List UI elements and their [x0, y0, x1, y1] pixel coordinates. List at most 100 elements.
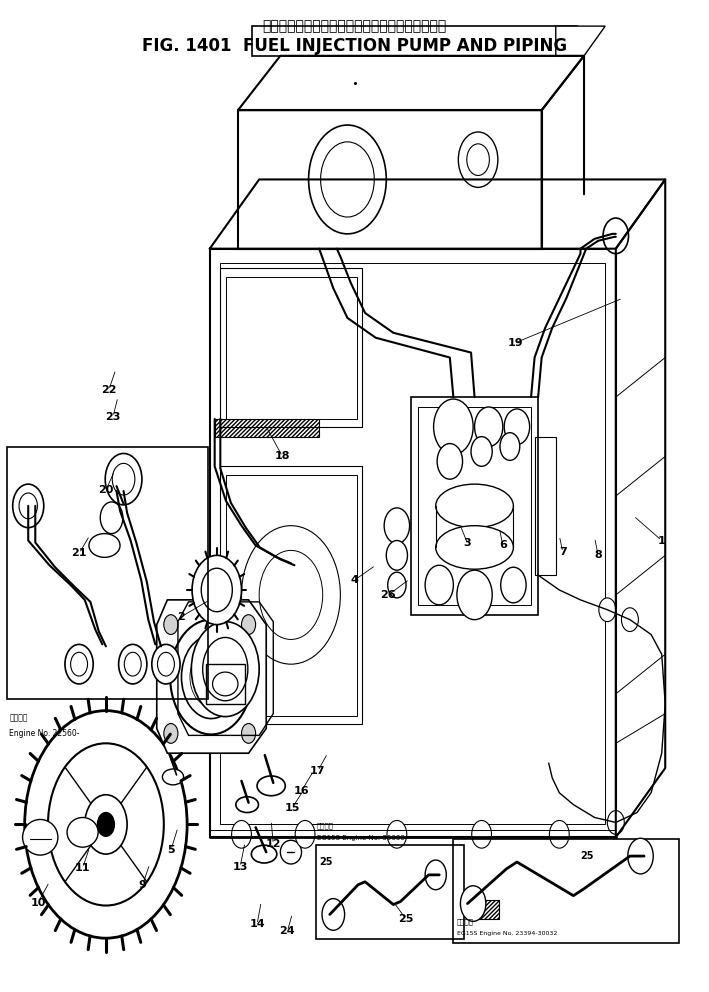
Bar [453, 839, 679, 943]
Circle shape [627, 838, 653, 874]
Circle shape [65, 645, 93, 683]
Circle shape [622, 608, 638, 632]
Circle shape [170, 620, 252, 734]
Circle shape [471, 820, 491, 848]
Circle shape [320, 142, 374, 217]
Circle shape [242, 723, 256, 743]
Bar [220, 269, 362, 427]
Bar [467, 900, 499, 920]
Text: 12: 12 [266, 839, 281, 849]
Circle shape [500, 433, 520, 460]
Text: 13: 13 [233, 862, 247, 872]
Circle shape [97, 812, 114, 836]
Circle shape [504, 409, 530, 444]
Circle shape [242, 615, 256, 635]
Text: Engine No. 22560-: Engine No. 22560- [9, 729, 79, 738]
Text: 4: 4 [350, 575, 359, 585]
Circle shape [232, 820, 252, 848]
Circle shape [201, 568, 233, 612]
Text: 適用号機: 適用号機 [9, 713, 28, 722]
Text: 18: 18 [274, 451, 290, 461]
Bar [316, 845, 464, 939]
Circle shape [295, 820, 315, 848]
Circle shape [19, 493, 38, 519]
Text: 20: 20 [99, 485, 113, 495]
Circle shape [118, 645, 147, 683]
Circle shape [190, 648, 233, 706]
Circle shape [204, 668, 218, 686]
Bar [226, 278, 357, 419]
Circle shape [192, 556, 242, 625]
Bar [215, 419, 319, 436]
Circle shape [458, 132, 498, 187]
Text: 17: 17 [310, 766, 325, 776]
Circle shape [191, 622, 259, 716]
Circle shape [182, 636, 241, 718]
Circle shape [387, 820, 407, 848]
Circle shape [388, 572, 406, 598]
Bar [210, 249, 616, 837]
Text: 適用号機: 適用号機 [317, 822, 334, 829]
Circle shape [386, 541, 408, 570]
Ellipse shape [213, 673, 238, 695]
Circle shape [384, 508, 410, 544]
Text: 3: 3 [464, 539, 471, 549]
Bar [411, 397, 538, 615]
Circle shape [152, 645, 180, 683]
Text: 1: 1 [658, 536, 666, 546]
Circle shape [84, 795, 127, 854]
Text: 適用号機: 適用号機 [457, 919, 474, 925]
Text: 6: 6 [499, 541, 507, 551]
Circle shape [457, 570, 492, 620]
Ellipse shape [183, 638, 240, 716]
Circle shape [71, 653, 87, 676]
Circle shape [501, 567, 526, 603]
Circle shape [460, 886, 486, 922]
Circle shape [471, 436, 492, 466]
Text: 16: 16 [294, 786, 309, 796]
Text: 15: 15 [285, 803, 300, 812]
Text: 24: 24 [279, 927, 295, 936]
Circle shape [124, 653, 141, 676]
Ellipse shape [436, 484, 513, 528]
Text: EG15S Engine No. 30033-: EG15S Engine No. 30033- [317, 835, 408, 841]
Circle shape [112, 463, 135, 495]
Text: 11: 11 [75, 863, 90, 873]
Text: 25: 25 [398, 915, 414, 925]
Bar [206, 665, 245, 703]
Text: 22: 22 [101, 385, 116, 395]
Bar [238, 110, 542, 249]
Text: フェルインジェクションポンプおよびパイピング: フェルインジェクションポンプおよびパイピング [262, 19, 447, 33]
Text: 10: 10 [30, 898, 46, 908]
Circle shape [25, 710, 187, 938]
Polygon shape [157, 600, 266, 753]
Text: 25: 25 [581, 851, 594, 861]
Bar [252, 26, 577, 56]
Circle shape [197, 658, 225, 696]
Text: 9: 9 [139, 880, 147, 890]
Bar [418, 407, 531, 605]
Circle shape [203, 638, 248, 700]
Bar [535, 436, 556, 575]
Ellipse shape [89, 534, 120, 558]
Text: FIG. 1401  FUEL INJECTION PUMP AND PIPING: FIG. 1401 FUEL INJECTION PUMP AND PIPING [142, 37, 567, 55]
Circle shape [100, 502, 123, 534]
Circle shape [437, 443, 462, 479]
Text: 8: 8 [594, 551, 602, 560]
Circle shape [259, 551, 323, 640]
Text: 5: 5 [167, 845, 174, 855]
Circle shape [157, 653, 174, 676]
Ellipse shape [280, 840, 301, 864]
Circle shape [425, 860, 446, 890]
Bar [7, 446, 208, 698]
Circle shape [467, 144, 489, 176]
Ellipse shape [170, 620, 252, 734]
Circle shape [308, 125, 386, 234]
Circle shape [48, 743, 164, 906]
Bar [220, 263, 605, 824]
Text: 2: 2 [177, 612, 185, 622]
Ellipse shape [257, 776, 285, 796]
Text: 23: 23 [105, 412, 121, 422]
Circle shape [164, 615, 178, 635]
Ellipse shape [162, 769, 184, 785]
